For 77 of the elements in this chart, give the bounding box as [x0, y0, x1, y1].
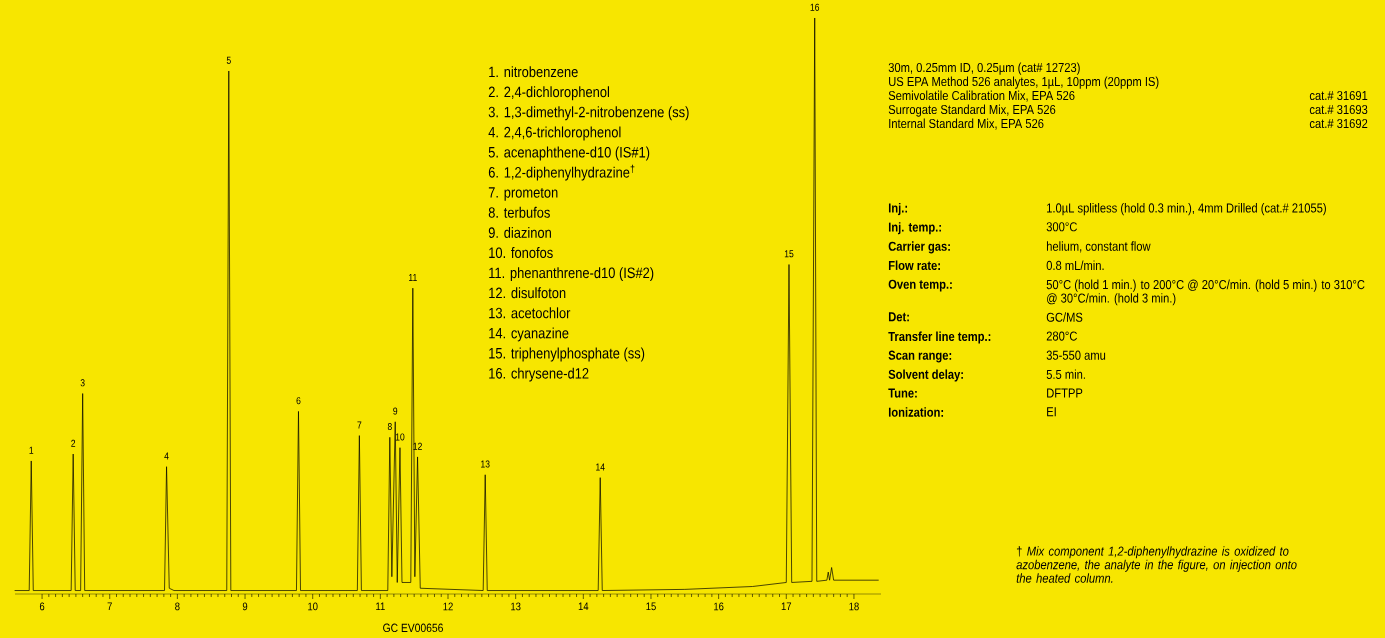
annotation: 14	[596, 463, 605, 471]
text: 5.5 min.	[1046, 369, 1085, 379]
text: Internal Standard Mix, EPA 526	[889, 118, 1044, 130]
text: Ionization:	[888, 407, 944, 417]
text: 1.0µL splitless (hold 0.3 min.), 4mm Drilled (cat.# 21055)	[1047, 203, 1326, 216]
text: GC EV00656	[383, 623, 443, 633]
text: 300°C	[1046, 222, 1077, 232]
text: Tune:	[888, 388, 917, 398]
x-tick-label: 13	[511, 602, 521, 611]
annotation: 15	[784, 250, 794, 258]
annotation: 16. chrysene-d12	[489, 367, 589, 382]
x-tick-label: 14	[578, 602, 589, 611]
annotation: 15. triphenylphosphate (ss)	[489, 347, 645, 362]
text: EI	[1047, 407, 1056, 417]
annotation: 16	[810, 3, 820, 11]
annotation: 5	[226, 56, 231, 64]
text: Transfer line temp.:	[888, 331, 991, 344]
annotation: 11	[409, 274, 417, 281]
text: 30m, 0.25mm ID, 0.25µm (cat# 12723)	[888, 62, 1080, 75]
text: US EPA Method 526 analytes, 1µL, 10ppm (20ppm IS)	[889, 76, 1159, 89]
annotation: 1. nitrobenzene	[489, 66, 578, 78]
text: Inj.:	[888, 203, 908, 216]
annotation: 6. 1,2-diphenylhydrazine$^{†}$	[488, 164, 635, 181]
text: helium, constant flow	[1046, 241, 1151, 253]
annotation: 12	[413, 442, 422, 450]
text: Semivolatile Calibration Mix, EPA 526	[888, 90, 1075, 102]
x-tick-label: 7	[107, 602, 112, 611]
annotation: 3. 1,3-dimethyl-2-nitrobenzene (ss)	[488, 106, 689, 121]
text: Solvent delay:	[888, 369, 963, 382]
x-tick-label: 9	[242, 602, 248, 611]
annotation: 7	[357, 421, 362, 429]
x-tick-label: 8	[175, 602, 180, 611]
annotation: 14. cyanazine	[489, 327, 569, 342]
annotation: 13. acetochlor	[489, 307, 571, 319]
text: 280°C	[1046, 331, 1077, 341]
x-tick-label: 16	[714, 602, 724, 611]
annotation: 9. diazinon	[488, 226, 551, 238]
text: Carrier gas:	[888, 241, 950, 254]
text: GC/MS	[1046, 312, 1083, 322]
text: 0.8 mL/min.	[1046, 260, 1104, 271]
annotation: 8. terbufos	[488, 206, 550, 218]
x-tick-label: 18	[849, 602, 859, 611]
annotation: 6	[296, 397, 301, 405]
annotation: 11. phenanthrene-d10 (IS#2)	[489, 267, 654, 282]
text: cat.# 31691	[1309, 90, 1368, 101]
text: 50°C (hold 1 min.) to 200°C @ 20°C/min. (hold 5 min.) to 310°C @ 30°C/min. (hold 3 min.)	[1046, 279, 1365, 306]
annotation: 5. acenaphthene-d10 (IS#1)	[488, 146, 650, 161]
text: † Mix component 1,2-diphenylhydrazine is oxidized to azobenzene, the analyte in the figure, on injection onto the heated column.	[1016, 546, 1297, 583]
annotation: 2	[71, 439, 76, 447]
x-tick-label: 6	[39, 602, 45, 611]
annotation: 4. 2,4,6-trichlorophenol	[488, 126, 621, 141]
annotation: 10	[395, 433, 405, 441]
text: Flow rate:	[888, 260, 940, 271]
annotation: 8	[387, 423, 392, 431]
text: DFTPP	[1047, 388, 1083, 398]
text: cat.# 31692	[1309, 118, 1368, 129]
text: Det:	[888, 312, 909, 322]
x-tick-label: 11	[376, 602, 385, 611]
text: Oven temp.:	[888, 279, 952, 292]
annotation: 7. prometon	[488, 187, 558, 201]
annotation: 13	[481, 460, 490, 468]
text: Inj. temp.:	[888, 222, 941, 235]
x-tick-label: 17	[781, 602, 792, 611]
annotation: 1	[29, 446, 34, 454]
text: 35-550 amu	[1046, 350, 1106, 360]
annotation: 10. fonofos	[489, 247, 553, 259]
annotation: 3	[80, 379, 85, 387]
annotation: 12. disulfoton	[489, 287, 566, 299]
text: Surrogate Standard Mix, EPA 526	[888, 104, 1056, 117]
text: Scan range:	[888, 350, 952, 363]
text: cat.# 31693	[1309, 104, 1368, 115]
x-tick-label: 15	[646, 602, 656, 611]
annotation: 2. 2,4-dichlorophenol	[488, 86, 609, 101]
annotation: 4	[164, 452, 169, 460]
x-tick-label: 10	[308, 602, 318, 611]
x-tick-label: 12	[443, 602, 453, 611]
annotation: 9	[393, 407, 398, 415]
